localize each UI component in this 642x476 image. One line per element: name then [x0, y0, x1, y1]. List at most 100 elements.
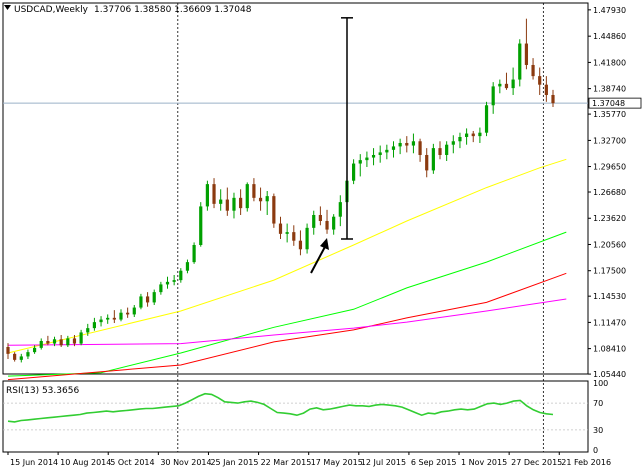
moving-average-line	[7, 231, 567, 377]
candle	[192, 242, 196, 264]
candle-body	[471, 133, 475, 137]
candle	[458, 132, 462, 149]
candle	[491, 82, 495, 114]
candle	[352, 159, 356, 185]
candle	[338, 195, 342, 227]
candle-body	[13, 353, 17, 360]
candle-body	[92, 322, 97, 329]
rsi-label: RSI(13) 53.3656	[6, 386, 79, 396]
candle	[72, 334, 77, 347]
candle	[52, 336, 57, 347]
candle-body	[99, 319, 103, 323]
candle	[66, 335, 70, 347]
y-tick-label: 1.35770	[593, 110, 626, 119]
candle-body	[524, 43, 529, 65]
y-tick-label: 1.20560	[593, 240, 626, 249]
candle	[451, 135, 455, 154]
y-tick-label: 1.14530	[593, 292, 626, 301]
candle-body	[332, 216, 336, 230]
chart-title: USDCAD,Weekly	[14, 5, 89, 15]
candle-body	[52, 339, 57, 344]
candle	[159, 281, 163, 295]
candle-body	[531, 64, 535, 77]
rsi-panel-frame	[2, 380, 589, 453]
y-tick-label: 1.44860	[593, 32, 626, 41]
candle-body	[312, 214, 316, 228]
rsi-tick-label: 30	[593, 426, 603, 435]
candle-body	[338, 202, 342, 217]
candle-body	[39, 340, 43, 348]
candle-body	[59, 339, 63, 346]
candle-body	[292, 232, 296, 241]
triangle-down-icon[interactable]	[4, 5, 11, 10]
candle-body	[438, 148, 442, 155]
moving-average-line	[7, 298, 567, 346]
x-tick-label: 1 Nov 2015	[461, 458, 507, 467]
candle	[518, 39, 522, 87]
candle-body	[258, 197, 263, 202]
candle-body	[86, 328, 90, 333]
x-tick-label: 22 Mar 2015	[261, 458, 312, 467]
candle-body	[6, 346, 10, 354]
candle-body	[26, 352, 30, 357]
candle	[305, 223, 309, 254]
candle	[438, 141, 442, 160]
candle-body	[119, 312, 123, 320]
rsi-tick-label: 0	[593, 446, 598, 455]
candle	[358, 154, 362, 177]
candle	[119, 309, 123, 322]
candle-body	[464, 133, 469, 137]
candle-body	[398, 142, 402, 147]
candle	[112, 310, 116, 323]
moving-average-line	[7, 158, 567, 354]
candle-body	[185, 262, 190, 271]
candle-body	[132, 307, 136, 315]
candle	[145, 292, 150, 307]
candle	[258, 187, 263, 211]
candle-body	[219, 199, 223, 204]
y-tick-label: 1.05440	[593, 370, 626, 379]
candle	[272, 193, 276, 228]
candle-body	[498, 83, 502, 87]
candle-body	[491, 86, 495, 106]
candle	[504, 72, 509, 90]
candle	[179, 268, 183, 283]
candle-body	[352, 163, 356, 181]
y-tick-label: 1.08410	[593, 345, 626, 354]
y-tick-label: 1.26680	[593, 188, 626, 197]
y-tick-label: 1.29650	[593, 163, 626, 172]
candle-body	[165, 281, 170, 285]
candle-body	[318, 214, 322, 221]
candle-body	[46, 340, 50, 344]
candle	[99, 316, 103, 327]
current-price-box	[588, 97, 642, 109]
candle-body	[451, 141, 455, 145]
candle-body	[391, 146, 396, 150]
candle	[484, 101, 489, 137]
rsi-tick-label: 70	[593, 399, 603, 408]
candle	[245, 182, 249, 212]
candle-body	[32, 347, 37, 353]
axes: 1.47930 1.44860 1.41800 1.38740 1.35770 1.327…	[7, 6, 642, 467]
x-tick-label: 12 Jul 2015	[361, 458, 406, 467]
x-tick-label: 21 Feb 2016	[561, 458, 611, 467]
candle	[265, 190, 269, 215]
candle	[139, 293, 143, 310]
candle	[544, 76, 548, 102]
candle-body	[172, 280, 176, 282]
candle-body	[145, 296, 150, 303]
candle-body	[484, 105, 489, 133]
candle-body	[265, 196, 269, 202]
current-price-label: 1.37048	[592, 99, 625, 108]
y-tick-label: 1.32700	[593, 136, 626, 145]
candle	[431, 143, 435, 174]
candle	[285, 223, 289, 243]
candle	[278, 216, 283, 239]
candle-body	[325, 220, 329, 230]
candle-body	[405, 142, 409, 146]
candle	[205, 180, 209, 211]
candle	[292, 225, 296, 246]
candle	[126, 307, 130, 318]
candle	[365, 151, 369, 167]
